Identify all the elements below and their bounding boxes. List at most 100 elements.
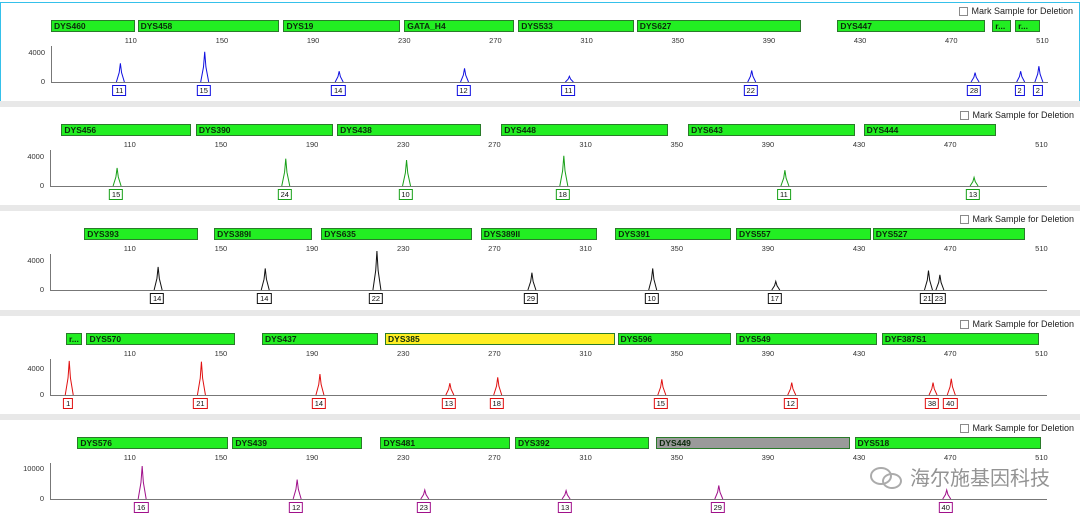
locus-marker[interactable]: DYS448 — [501, 124, 668, 136]
peak[interactable] — [780, 170, 790, 187]
locus-marker[interactable]: DYS635 — [321, 228, 472, 240]
allele-call-label[interactable]: 2 — [1032, 85, 1043, 96]
locus-marker[interactable]: DYS385 — [385, 333, 616, 345]
peak[interactable] — [445, 383, 455, 396]
peak[interactable] — [460, 68, 469, 83]
allele-call-label[interactable]: 11 — [776, 189, 791, 200]
peak[interactable] — [787, 382, 797, 396]
mark-deletion-checkbox[interactable] — [960, 423, 970, 433]
mark-deletion-checkbox[interactable] — [959, 6, 969, 16]
peak[interactable] — [561, 488, 571, 500]
allele-call-label[interactable]: 38 — [924, 398, 940, 409]
allele-call-label[interactable]: 1 — [63, 398, 74, 409]
allele-call-label[interactable]: 17 — [767, 293, 782, 304]
allele-call-label[interactable]: 40 — [938, 502, 953, 513]
locus-marker[interactable]: DYS576 — [77, 437, 228, 449]
mark-deletion-control[interactable]: Mark Sample for Deletion — [960, 319, 1074, 329]
allele-call-label[interactable]: 14 — [311, 398, 327, 409]
allele-call-label[interactable]: 15 — [653, 398, 668, 409]
locus-marker[interactable]: DYF387S1 — [881, 333, 1040, 345]
peak[interactable] — [648, 268, 658, 291]
peak[interactable] — [942, 488, 952, 500]
allele-call-label[interactable]: 11 — [561, 85, 576, 96]
peak[interactable] — [946, 378, 956, 396]
peak[interactable] — [747, 70, 757, 83]
locus-marker[interactable]: DYS643 — [688, 124, 855, 136]
allele-call-label[interactable]: 23 — [416, 502, 431, 513]
locus-marker[interactable]: DYS390 — [195, 124, 333, 136]
allele-call-label[interactable]: 28 — [966, 85, 982, 96]
locus-marker[interactable]: DYS481 — [380, 437, 511, 449]
peak[interactable] — [1016, 71, 1026, 83]
locus-marker[interactable]: r... — [65, 333, 82, 345]
locus-marker[interactable]: DYS458 — [137, 20, 279, 32]
allele-call-label[interactable]: 16 — [133, 502, 149, 513]
locus-marker[interactable]: DYS392 — [514, 437, 650, 449]
peak[interactable] — [292, 479, 302, 500]
locus-marker[interactable]: DYS456 — [61, 124, 192, 136]
locus-marker[interactable]: DYS389I — [214, 228, 313, 240]
peak[interactable] — [771, 279, 781, 291]
locus-marker[interactable]: DYS518 — [854, 437, 1042, 449]
allele-call-label[interactable]: 10 — [644, 293, 659, 304]
peak[interactable] — [714, 485, 724, 500]
allele-call-label[interactable]: 23 — [931, 293, 947, 304]
peak[interactable] — [315, 373, 325, 396]
locus-marker[interactable]: DYS391 — [615, 228, 732, 240]
locus-marker[interactable]: DYS449 — [656, 437, 850, 449]
mark-deletion-checkbox[interactable] — [960, 110, 970, 120]
peak[interactable] — [115, 63, 125, 83]
peak[interactable] — [565, 74, 574, 83]
allele-call-label[interactable]: 22 — [368, 293, 384, 304]
locus-marker[interactable]: DYS393 — [84, 228, 199, 240]
allele-call-label[interactable]: 24 — [277, 189, 292, 200]
allele-call-label[interactable]: 22 — [743, 85, 758, 96]
peak[interactable] — [1034, 66, 1044, 83]
locus-marker[interactable]: DYS533 — [518, 20, 635, 32]
peak[interactable] — [928, 382, 938, 396]
locus-marker[interactable]: DYS596 — [617, 333, 732, 345]
peak[interactable] — [196, 361, 206, 396]
allele-call-label[interactable]: 14 — [149, 293, 165, 304]
locus-marker[interactable]: DYS447 — [837, 20, 986, 32]
peak[interactable] — [420, 488, 430, 500]
allele-call-label[interactable]: 18 — [489, 398, 504, 409]
locus-marker[interactable]: r... — [1015, 20, 1041, 32]
allele-call-label[interactable]: 12 — [288, 502, 304, 513]
peak[interactable] — [112, 167, 122, 187]
allele-call-label[interactable]: 29 — [523, 293, 539, 304]
peak[interactable] — [372, 250, 382, 291]
locus-marker[interactable]: DYS627 — [636, 20, 801, 32]
allele-call-label[interactable]: 13 — [557, 502, 573, 513]
locus-marker[interactable]: GATA_H4 — [404, 20, 514, 32]
locus-marker[interactable]: r... — [992, 20, 1011, 32]
peak[interactable] — [969, 175, 979, 187]
locus-marker[interactable]: DYS527 — [872, 228, 1026, 240]
locus-marker[interactable]: DYS438 — [337, 124, 481, 136]
allele-call-label[interactable]: 2 — [1014, 85, 1025, 96]
locus-marker[interactable]: DYS389II — [480, 228, 597, 240]
allele-call-label[interactable]: 12 — [456, 85, 471, 96]
locus-marker[interactable]: DYS460 — [51, 20, 136, 32]
peak[interactable] — [402, 160, 412, 187]
allele-call-label[interactable]: 14 — [257, 293, 272, 304]
mark-deletion-control[interactable]: Mark Sample for Deletion — [960, 110, 1074, 120]
peak[interactable] — [493, 377, 503, 396]
allele-call-label[interactable]: 13 — [441, 398, 457, 409]
peak[interactable] — [970, 72, 980, 83]
allele-call-label[interactable]: 29 — [710, 502, 725, 513]
allele-call-label[interactable]: 12 — [783, 398, 798, 409]
peak[interactable] — [935, 274, 945, 291]
allele-call-label[interactable]: 10 — [398, 189, 413, 200]
allele-call-label[interactable]: 21 — [193, 398, 208, 409]
peak[interactable] — [559, 155, 569, 187]
peak[interactable] — [281, 158, 291, 187]
mark-deletion-control[interactable]: Mark Sample for Deletion — [959, 6, 1073, 16]
locus-marker[interactable]: DYS557 — [736, 228, 871, 240]
peak[interactable] — [924, 270, 933, 291]
peak[interactable] — [527, 272, 537, 291]
locus-marker[interactable]: DYS570 — [86, 333, 235, 345]
locus-marker[interactable]: DYS19 — [283, 20, 400, 32]
locus-marker[interactable]: DYS437 — [261, 333, 379, 345]
allele-call-label[interactable]: 14 — [331, 85, 346, 96]
